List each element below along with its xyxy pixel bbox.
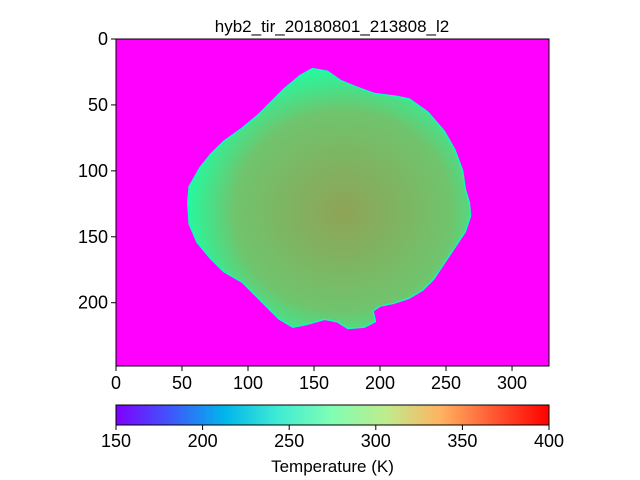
y-tick-label: 0 <box>98 29 108 49</box>
x-tick-label: 50 <box>172 373 192 393</box>
colorbar: 150 200 250 300 350 400 Temperature (K) <box>101 404 564 476</box>
asteroid-body <box>188 69 470 328</box>
colorbar-tick-label: 400 <box>534 431 564 451</box>
y-tick-label: 50 <box>88 95 108 115</box>
colorbar-ticks: 150 200 250 300 350 400 <box>101 425 564 451</box>
x-tick-label: 300 <box>497 373 527 393</box>
plot-area <box>115 38 550 367</box>
x-tick-label: 250 <box>431 373 461 393</box>
y-axis: 0 50 100 150 200 <box>78 29 116 313</box>
colorbar-tick-label: 200 <box>188 431 218 451</box>
y-tick-label: 150 <box>78 227 108 247</box>
chart-title: hyb2_tir_20180801_213808_l2 <box>215 17 449 36</box>
y-tick-label: 100 <box>78 161 108 181</box>
colorbar-label: Temperature (K) <box>271 457 394 476</box>
x-tick-label: 100 <box>233 373 263 393</box>
x-axis: 0 50 100 150 200 250 300 <box>111 366 527 393</box>
colorbar-tick-label: 350 <box>447 431 477 451</box>
colorbar-tick-label: 300 <box>361 431 391 451</box>
colorbar-tick-label: 250 <box>274 431 304 451</box>
x-tick-label: 200 <box>365 373 395 393</box>
x-tick-label: 0 <box>111 373 121 393</box>
x-tick-label: 150 <box>299 373 329 393</box>
colorbar-tick-label: 150 <box>101 431 131 451</box>
y-tick-label: 200 <box>78 293 108 313</box>
plot-frame <box>115 38 550 367</box>
colorbar-gradient <box>115 404 550 426</box>
